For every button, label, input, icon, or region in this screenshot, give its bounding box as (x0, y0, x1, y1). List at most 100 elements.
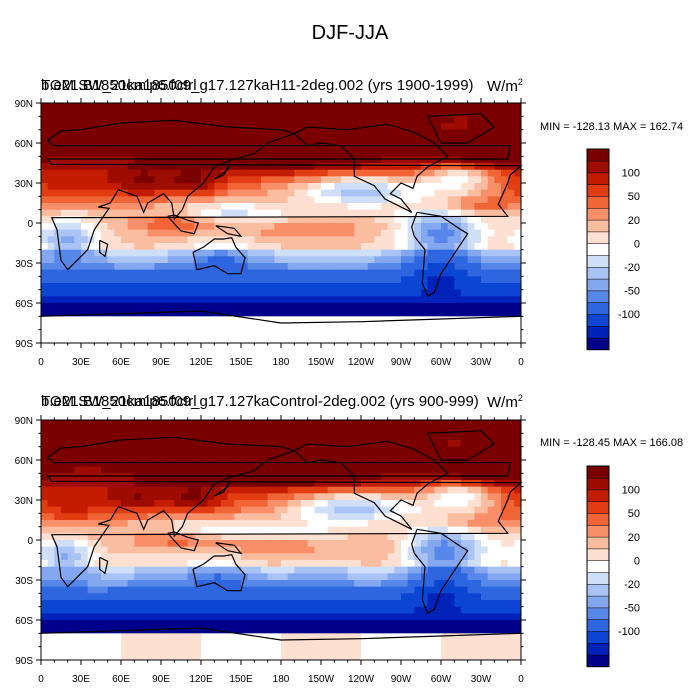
panel1-cell (114, 223, 122, 231)
panel1-cell (421, 176, 429, 184)
panel2-cell (274, 473, 282, 481)
panel1-cell (187, 269, 195, 277)
panel1-cell (341, 289, 349, 297)
panel2-cell (421, 606, 429, 614)
panel1-cell (147, 169, 155, 177)
panel2-cell (61, 433, 69, 441)
panel2-cell (87, 513, 95, 521)
panel1-cell (327, 249, 335, 257)
panel2-cell (274, 460, 282, 468)
panel1-cell (241, 296, 249, 304)
panel2-cell (114, 613, 122, 621)
panel1-cell (387, 136, 395, 144)
panel2-cell (514, 446, 522, 454)
panel1-cell (514, 269, 522, 277)
panel1-colorbar-box (586, 195, 610, 209)
panel1-cell (481, 223, 489, 231)
panel2-cell (361, 446, 369, 454)
panel2-cell (467, 420, 475, 428)
panel1-cell (174, 223, 182, 231)
panel1-cell (514, 196, 522, 204)
panel2-cell (481, 613, 489, 621)
panel1-cell (274, 196, 282, 204)
panel2-cell (347, 426, 355, 434)
panel1-cell (427, 209, 435, 217)
panel2-cell (254, 513, 262, 521)
panel1-cell (467, 283, 475, 291)
panel2-cell (507, 580, 515, 588)
panel2-cell (114, 573, 122, 581)
panel2-cell (407, 500, 415, 508)
panel2-cell (187, 473, 195, 481)
panel1-cell (374, 323, 382, 331)
panel1-cell (334, 303, 342, 311)
panel1-cell (387, 229, 395, 237)
panel1-cell (501, 229, 509, 237)
panel2-cell (381, 500, 389, 508)
panel1-cell (294, 203, 302, 211)
panel2-cell (174, 513, 182, 521)
panel2-cell (461, 586, 469, 594)
panel2-cell (434, 526, 442, 534)
panel2-cell (501, 480, 509, 488)
panel2-cell (127, 486, 135, 494)
panel2-cell (261, 540, 269, 548)
panel2-cell (301, 506, 309, 514)
panel1-cell (101, 216, 109, 224)
panel1-cell (381, 176, 389, 184)
panel1-cell (141, 223, 149, 231)
panel2-cell (327, 580, 335, 588)
panel1-cell (207, 123, 215, 131)
panel1-cell (361, 209, 369, 217)
panel1-cell (274, 143, 282, 151)
panel1-cell (107, 163, 115, 171)
panel1-cell (501, 276, 509, 284)
panel2-cell (254, 546, 262, 554)
panel1-cell (274, 263, 282, 271)
panel2-cell (321, 426, 329, 434)
panel2-cell (87, 420, 95, 428)
panel2-cell (381, 533, 389, 541)
panel2-cell (327, 480, 335, 488)
panel2-cell (187, 533, 195, 541)
panel2-cell (81, 473, 89, 481)
panel2-cell (461, 600, 469, 608)
panel1-xtick-label: 60W (431, 357, 452, 368)
panel2-cell (447, 526, 455, 534)
panel1-cell (207, 289, 215, 297)
panel1-cell (481, 243, 489, 251)
panel1-cell (347, 249, 355, 257)
panel2-cell (214, 526, 222, 534)
panel2-cell (201, 606, 209, 614)
panel1-cell (161, 136, 169, 144)
panel1-cell (274, 323, 282, 331)
panel1-cell (401, 263, 409, 271)
panel1-cell (307, 289, 315, 297)
panel1-cell (181, 283, 189, 291)
panel2-cell (367, 426, 375, 434)
panel2-cell (387, 440, 395, 448)
panel1-cell (54, 316, 62, 324)
panel1-cell (381, 183, 389, 191)
panel1-cell (514, 256, 522, 264)
panel1-cell (421, 289, 429, 297)
panel1-cell (341, 156, 349, 164)
panel1-cell (174, 309, 182, 317)
panel1-cell (507, 243, 515, 251)
panel1-cell (461, 176, 469, 184)
panel2-cell (261, 560, 269, 568)
panel2-cell (94, 500, 102, 508)
panel1-cell (494, 223, 502, 231)
panel1-cell (414, 336, 422, 344)
panel1-cell (254, 189, 262, 197)
panel1-cell (101, 249, 109, 257)
panel2-cell (394, 460, 402, 468)
panel2-cell (427, 460, 435, 468)
panel2-cell (221, 493, 229, 501)
panel1-cell (87, 269, 95, 277)
panel1-cell (361, 123, 369, 131)
panel1-cell (354, 289, 362, 297)
panel2-cell (301, 420, 309, 428)
panel2-cell (87, 466, 95, 474)
panel1-cell (447, 103, 455, 111)
